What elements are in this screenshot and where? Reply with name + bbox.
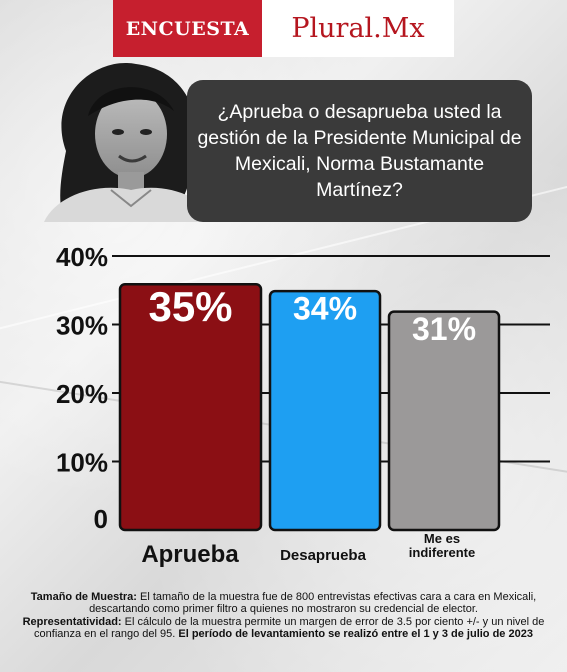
methodology-footer: Tamaño de Muestra: El tamaño de la muest… [10, 591, 557, 641]
bar-me-es-indiferente [387, 310, 501, 532]
question-box: ¿Aprueba o desaprueba usted la gestión d… [187, 80, 532, 222]
bar-chart: 40% 30% 20% 10% 0 35% Aprueba 34% Desaprueba 31% M… [0, 240, 567, 570]
x-category-label: Desaprueba [280, 547, 367, 564]
y-tick-label: 10% [56, 448, 108, 478]
x-category-label: Aprueba [141, 541, 239, 568]
bar-aprueba [118, 283, 263, 532]
x-category-label: Me es indiferente [409, 531, 475, 560]
brand-header: ENCUESTA Plural.Mx [113, 0, 454, 57]
y-tick-label: 20% [56, 379, 108, 409]
brand-encuesta-label: ENCUESTA [113, 0, 262, 57]
bar-desaprueba [268, 289, 382, 532]
y-tick-label: 30% [56, 311, 108, 341]
sample-size-text: El tamaño de la muestra fue de 800 entre… [89, 591, 537, 616]
bar-value-label: 31% [412, 311, 476, 347]
bar-value-label: 34% [293, 290, 357, 326]
representativity-text: El cálculo de la muestra permite un marg… [34, 615, 545, 641]
portrait-image [44, 62, 216, 222]
representativity-label: Representatividad: [22, 615, 122, 628]
y-tick-label: 0 [94, 504, 108, 534]
sample-size-label: Tamaño de Muestra: [30, 591, 137, 603]
bar-value-label: 35% [148, 283, 232, 330]
bar-chart-svg: 40% 30% 20% 10% 0 35% Aprueba 34% Desaprueba 31% M… [56, 242, 550, 568]
fieldwork-period-text: El período de levantamiento se realizó e… [178, 628, 533, 641]
brand-plural-logo: Plural.Mx [262, 0, 454, 57]
y-tick-label: 40% [56, 242, 108, 272]
